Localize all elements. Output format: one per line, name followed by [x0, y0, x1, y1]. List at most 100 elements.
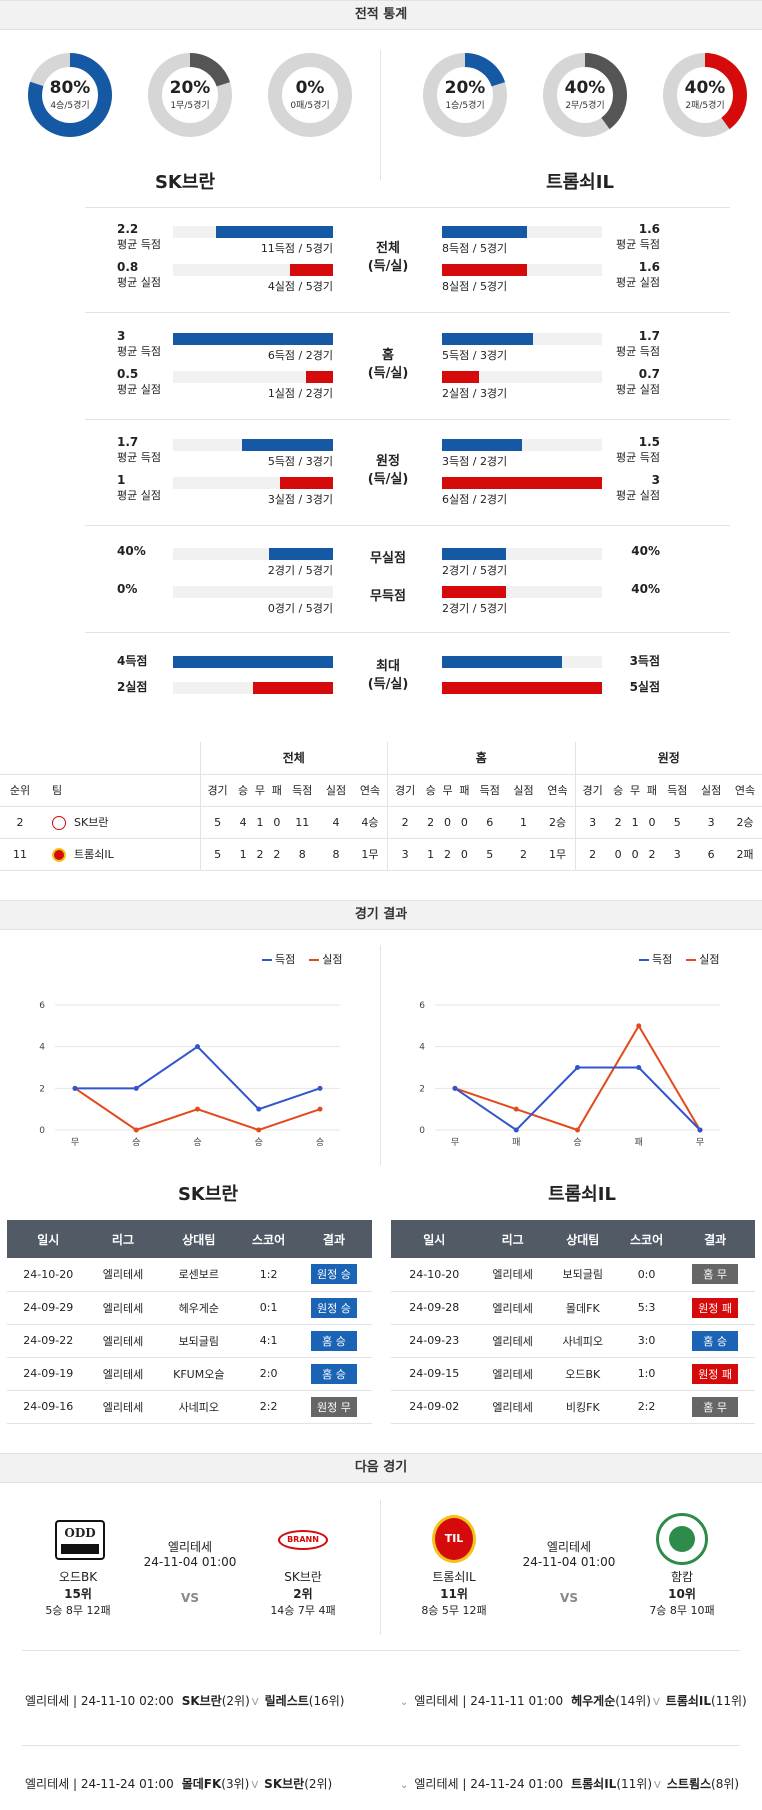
stat-value: 1.6 [560, 222, 660, 236]
stat-cell: 0 [455, 806, 473, 839]
next-right-team1[interactable]: 트롬쇠IL 11위 8승 5무 12패 [394, 1568, 514, 1618]
brann-logo: BRANN [278, 1530, 328, 1550]
bar-fill [442, 439, 522, 451]
col-2: 무 [626, 774, 644, 807]
next-left-team2[interactable]: SK브란 2위 14승 7무 4패 [243, 1568, 363, 1618]
stat-category: 무실점 [353, 550, 423, 568]
league-name: 엘리테세 [546, 1540, 592, 1554]
upcoming-info: 엘리테세 | 24-11-24 01:00 [414, 1777, 564, 1791]
donut-label: 40% 2무/5경기 [540, 78, 630, 111]
data-point [317, 1085, 323, 1091]
col-5: 실점 [506, 774, 541, 807]
upcoming-team-a: 몰데FK [181, 1777, 222, 1791]
upcoming-match[interactable]: ⌄ 엘리테세 | 24-11-11 01:00 헤우게순(14위) V 트롬쇠IL(11… [400, 1692, 747, 1709]
result-date: 24-09-22 [7, 1324, 90, 1358]
result-row[interactable]: 24-09-15 엘리테세 오드BK 1:0 원정 패 [391, 1357, 755, 1391]
result-row[interactable]: 24-09-02 엘리테세 비킹FK 2:2 홈 무 [391, 1390, 755, 1424]
stat-number: 0.8 [117, 260, 139, 274]
y-tick-label: 4 [419, 1043, 425, 1053]
standings-row[interactable]: 11 트롬쇠IL 5 1 2 2 8 8 1무 3 1 2 0 5 2 1무 2 0 0 2 3 6 2패 [0, 838, 762, 871]
stat-cell: 8 [285, 838, 320, 871]
next-right-info: 엘리테세 24-11-04 01:00 VS [509, 1538, 629, 1605]
team-name: 트롬쇠IL [432, 1570, 476, 1584]
y-tick-label: 0 [39, 1126, 45, 1136]
next-left-team1[interactable]: 오드BK 15위 5승 8무 12패 [18, 1568, 138, 1618]
divider [85, 632, 730, 633]
team-name: 오드BK [58, 1570, 98, 1584]
stat-cell: 0 [609, 838, 627, 871]
stat-cell: 2 [609, 806, 627, 839]
result-badge: 홈 무 [692, 1396, 739, 1417]
data-point [636, 1023, 642, 1029]
upcoming-match[interactable]: ⌄ 엘리테세 | 24-11-24 01:00 트롬쇠IL(11위) V 스트룀스(8위… [400, 1775, 739, 1792]
col-team: 팀 [40, 774, 200, 807]
result-row[interactable]: 24-10-20 엘리테세 로센보르 1:2 원정 승 [7, 1258, 372, 1292]
col-0: 경기 [574, 774, 610, 807]
data-point [256, 1106, 262, 1112]
away-line-chart: 0 2 4 6 무 패 승 패 무 [419, 1001, 720, 1148]
stat-value: 1 [117, 473, 125, 487]
stat-value: 4득점 [117, 652, 147, 669]
result-league: 엘리테세 [89, 1357, 157, 1391]
result-cell: 원정 승 [295, 1291, 372, 1325]
bar-fill [306, 371, 333, 383]
stat-value: 2실점 [117, 678, 147, 695]
result-row[interactable]: 24-09-23 엘리테세 사네피오 3:0 홈 승 [391, 1324, 755, 1358]
stat-cell: 3 [574, 806, 610, 839]
result-row[interactable]: 24-09-28 엘리테세 몰데FK 5:3 원정 패 [391, 1291, 755, 1325]
result-opp: 보되글림 [156, 1324, 242, 1358]
result-date: 24-09-16 [7, 1390, 90, 1424]
upcoming-rank-a: (11위) [616, 1777, 653, 1791]
result-row[interactable]: 24-10-20 엘리테세 보되글림 0:0 홈 무 [391, 1258, 755, 1292]
results-col-2: 상대팀 [547, 1220, 618, 1258]
donut-percent: 40% [564, 78, 606, 98]
bar-fill [269, 548, 333, 560]
result-score: 4:1 [241, 1324, 296, 1358]
result-badge: 홈 승 [310, 1330, 357, 1351]
upcoming-match[interactable]: 엘리테세 | 24-11-24 01:00 몰데FK(3위) V SK브란(2위) [25, 1775, 332, 1792]
section-header-results: 경기 결과 [0, 900, 762, 930]
result-league: 엘리테세 [89, 1390, 157, 1424]
bar-fill [442, 586, 506, 598]
bar-caption: 4실점 / 5경기 [267, 280, 333, 293]
team-rank: 2위 [293, 1587, 313, 1601]
standings-row[interactable]: 2 SK브란 5 4 1 0 11 4 4승 2 2 0 0 6 1 2승 3 2 1 0 5 3 2승 [0, 806, 762, 839]
team-name: 트롬쇠IL [74, 848, 114, 861]
stat-cell: 1무 [352, 838, 388, 871]
stat-number: 3득점 [629, 654, 660, 668]
stat-cell: 1 [251, 806, 269, 839]
result-cell: 홈 승 [295, 1357, 372, 1391]
stat-caption: 평균 득점 [616, 238, 660, 251]
result-opp: 로센보르 [156, 1258, 242, 1292]
result-row[interactable]: 24-09-22 엘리테세 보되글림 4:1 홈 승 [7, 1324, 372, 1358]
next-right-team2[interactable]: 함캄 10위 7승 8무 10패 [622, 1568, 742, 1618]
upcoming-rank-b: (8위) [711, 1777, 740, 1791]
donut-arc [543, 53, 627, 137]
donut-chart [148, 53, 232, 137]
stat-cell: 6 [694, 838, 728, 871]
results-col-0: 일시 [391, 1220, 478, 1258]
legend-line-for [639, 959, 649, 961]
upcoming-match[interactable]: 엘리테세 | 24-11-10 02:00 SK브란(2위) V 릴레스트(16위) [25, 1692, 344, 1709]
stat-value: 0% [117, 582, 137, 596]
result-score: 1:0 [617, 1357, 676, 1391]
result-opp: 헤우게순 [156, 1291, 242, 1325]
result-row[interactable]: 24-09-29 엘리테세 헤우게순 0:1 원정 승 [7, 1291, 372, 1325]
upcoming-rank-a: (14위) [615, 1694, 651, 1708]
upcoming-rank-b: (16위) [308, 1694, 345, 1708]
stat-cell: 2 [422, 806, 440, 839]
result-league: 엘리테세 [89, 1291, 157, 1325]
result-cell: 원정 패 [675, 1291, 755, 1325]
result-score: 2:2 [241, 1390, 296, 1424]
x-tick-label: 무 [71, 1137, 79, 1148]
result-row[interactable]: 24-09-16 엘리테세 사네피오 2:2 원정 무 [7, 1390, 372, 1424]
results-col-3: 스코어 [241, 1220, 296, 1258]
divider [85, 207, 730, 208]
x-tick-label: 승 [255, 1137, 263, 1148]
x-tick-label: 승 [132, 1137, 140, 1148]
result-score: 1:2 [241, 1258, 296, 1292]
result-league: 엘리테세 [89, 1324, 157, 1358]
stat-caption: 평균 실점 [616, 276, 660, 289]
result-row[interactable]: 24-09-19 엘리테세 KFUM오슬 2:0 홈 승 [7, 1357, 372, 1391]
team-record: 5승 8무 12패 [45, 1604, 111, 1617]
